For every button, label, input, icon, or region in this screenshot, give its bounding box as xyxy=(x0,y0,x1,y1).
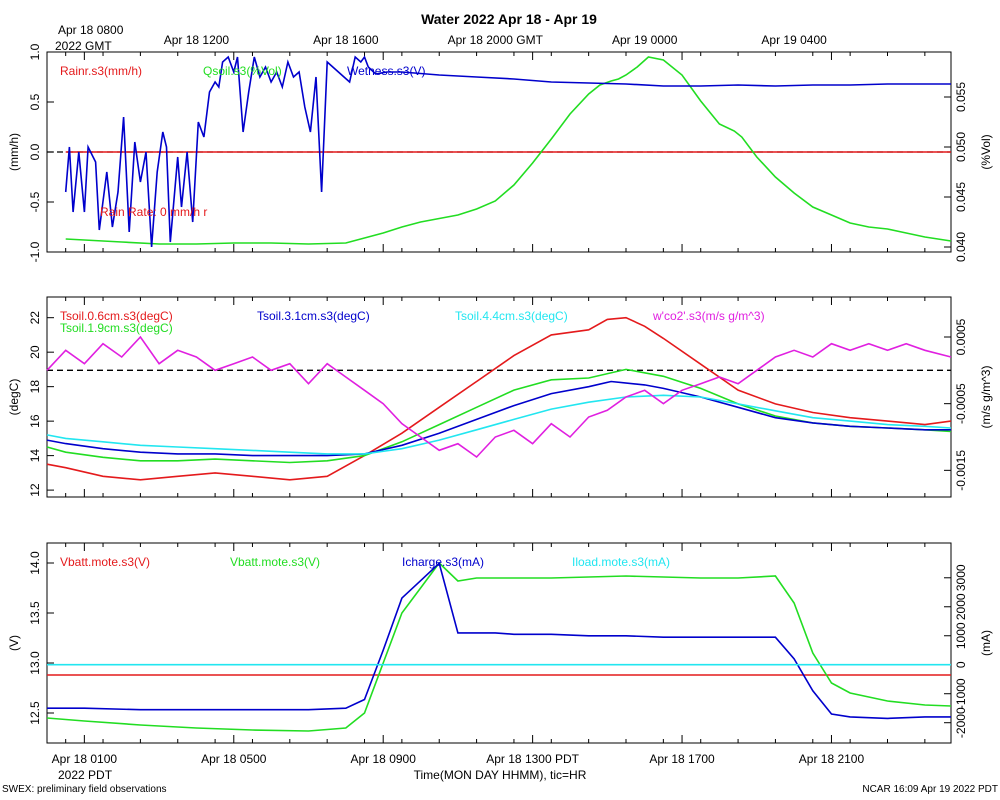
y-right-tick-label: -0.0005 xyxy=(954,383,968,424)
y-tick-label: 14.0 xyxy=(28,551,42,575)
bottom-axis-tick-label: Apr 18 0100 xyxy=(52,752,118,766)
y-tick-label: 18 xyxy=(28,380,42,394)
y-tick-label: 16 xyxy=(28,414,42,428)
series-line-green xyxy=(46,368,952,464)
y-axis-label: (mm/h) xyxy=(7,133,21,171)
y-right-tick-label: 1000 xyxy=(954,622,968,649)
legend-label: Qsoil.s3(%Vol) xyxy=(203,64,282,78)
panel-frame xyxy=(46,542,952,744)
top-axis-tick-label: Apr 18 1600 xyxy=(313,33,379,47)
legend-label: w'co2'.s3(m/s g/m^3) xyxy=(652,309,765,323)
bottom-axis-first-label-line2: 2022 PDT xyxy=(58,768,113,782)
y-tick-label: 12 xyxy=(28,483,42,497)
y-right-tick-label: 3000 xyxy=(954,564,968,591)
y-right-tick-label: 0.055 xyxy=(954,82,968,112)
y-right-axis-label: (mA) xyxy=(979,630,993,656)
y-right-tick-label: 0.050 xyxy=(954,132,968,162)
y-axis-label: (degC) xyxy=(7,379,21,416)
bottom-axis-tick-label: Apr 18 0500 xyxy=(201,752,267,766)
top-axis-tick-label: Apr 18 1200 xyxy=(164,33,230,47)
top-axis-first-label-line2: 2022 GMT xyxy=(55,39,112,53)
bottom-axis-tick-label: Apr 18 1700 xyxy=(649,752,715,766)
x-axis-label: Time(MON DAY HHMM), tic=HR xyxy=(414,768,587,782)
top-axis-tick-label: Apr 19 0400 xyxy=(761,33,827,47)
y-tick-label: -0.5 xyxy=(28,191,42,212)
y-tick-label: 0.5 xyxy=(28,93,42,110)
chart-title: Water 2022 Apr 18 - Apr 19 xyxy=(421,11,597,27)
y-right-tick-label: 0 xyxy=(954,661,968,668)
y-tick-label: 13.5 xyxy=(28,601,42,625)
legend-label: Iload.mote.s3(mA) xyxy=(572,555,670,569)
y-right-tick-label: 0.040 xyxy=(954,232,968,262)
bottom-axis-tick-label: Apr 18 2100 xyxy=(799,752,865,766)
y-right-tick-label: 2000 xyxy=(954,593,968,620)
top-axis-tick-label: Apr 19 0000 xyxy=(612,33,678,47)
y-right-axis-label: (%Vol) xyxy=(979,134,993,169)
series-line-blue xyxy=(64,55,951,248)
y-axis-label: (V) xyxy=(7,635,21,651)
footer-right-note: NCAR 16:09 Apr 19 2022 PDT xyxy=(862,784,998,795)
y-tick-label: 14 xyxy=(28,449,42,463)
legend-label: Vbatt.mote.s3(V) xyxy=(230,555,320,569)
y-tick-label: 12.5 xyxy=(28,701,42,725)
panel-frame xyxy=(46,296,952,498)
series-line-cyan xyxy=(46,394,952,455)
series-line-magenta xyxy=(46,335,952,459)
bottom-axis-tick-label: Apr 18 0900 xyxy=(351,752,417,766)
y-tick-label: 1.0 xyxy=(28,43,42,60)
y-tick-label: 13.0 xyxy=(28,651,42,675)
y-tick-label: -1.0 xyxy=(28,241,42,262)
y-right-tick-label: -0.0015 xyxy=(954,450,968,491)
legend-label: Tsoil.0.6cm.s3(degC) xyxy=(60,309,173,323)
y-right-tick-label: -1000 xyxy=(954,678,968,709)
legend-label: Tsoil.1.9cm.s3(degC) xyxy=(60,321,173,335)
series-line-green xyxy=(46,561,952,732)
rain-rate-annotation: Rain Rate: 0 mm/h r xyxy=(100,205,207,219)
y-tick-label: 20 xyxy=(28,345,42,359)
y-right-tick-label: -2000 xyxy=(954,707,968,738)
series-line-blue xyxy=(47,561,951,720)
series-line-red xyxy=(46,316,952,481)
y-tick-label: 22 xyxy=(28,311,42,325)
top-axis-first-label-line1: Apr 18 0800 xyxy=(58,23,124,37)
legend-label: Tsoil.4.4cm.s3(degC) xyxy=(455,309,568,323)
legend-label: Vbatt.mote.s3(V) xyxy=(60,555,150,569)
legend-label: Tsoil.3.1cm.s3(degC) xyxy=(257,309,370,323)
top-axis-tick-label: Apr 18 2000 GMT xyxy=(448,33,544,47)
series-line-blue xyxy=(46,380,951,457)
bottom-axis-tick-label: Apr 18 1300 PDT xyxy=(486,752,579,766)
y-right-axis-label: (m/s g/m^3) xyxy=(979,366,993,429)
legend-label: Wetness.s3(V) xyxy=(347,64,425,78)
legend-label: Icharge.s3(mA) xyxy=(402,555,484,569)
footer-left-note: SWEX: preliminary field observations xyxy=(2,784,167,795)
legend-label: Rainr.s3(mm/h) xyxy=(60,64,142,78)
y-right-tick-label: 0.0005 xyxy=(954,318,968,355)
y-tick-label: 0.0 xyxy=(28,143,42,160)
series-line-green xyxy=(65,56,952,245)
y-right-tick-label: 0.045 xyxy=(954,182,968,212)
